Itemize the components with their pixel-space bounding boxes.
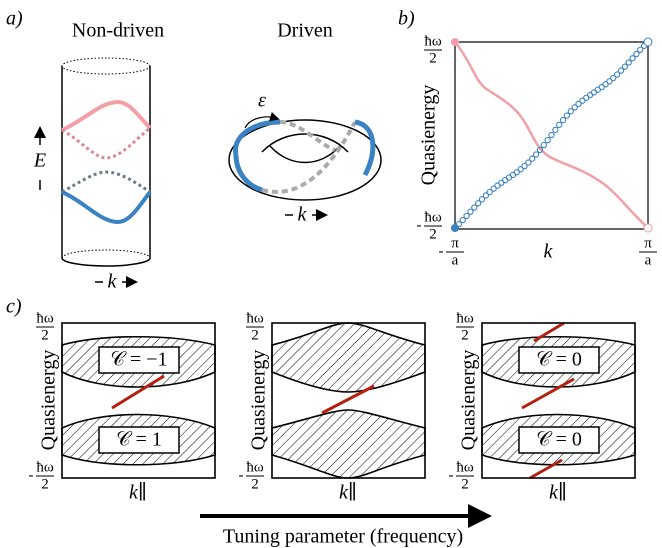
endpoint [643,223,653,233]
axis-label: k∥ [549,482,567,504]
curve-marker [459,216,466,224]
curve-marker [532,151,540,158]
fraction-denominator: 2 [461,327,469,343]
axis-label: E [33,150,46,172]
axis-label: Quasienergy [458,350,480,451]
curve-marker [490,185,497,192]
fraction-denominator: 2 [461,476,469,492]
chern-label: 𝒞 = 0 [536,349,582,371]
curve-marker [575,100,582,108]
curve-marker [610,74,617,82]
fraction-numerator: ħω [424,33,442,49]
curve-marker [525,159,532,166]
axis-label: k∥ [339,482,357,504]
axis-label: Quasienergy [38,350,60,451]
fraction-sign: - [29,467,34,483]
fraction-denominator: 2 [251,476,259,492]
fraction-denominator: 2 [429,50,437,66]
curve-marker [637,46,644,54]
curve-marker [463,212,470,220]
fraction-denominator: 2 [41,476,49,492]
curve-marker [629,55,636,62]
fraction-sign: - [449,467,454,483]
curve-marker [540,141,547,149]
fraction-denominator: 2 [429,226,437,242]
curve-marker [521,162,528,170]
curve-marker [529,155,536,162]
fraction-denominator: a [645,252,652,268]
curve-marker [467,208,474,215]
fraction-numerator: ħω [456,459,474,475]
fraction-numerator: ħω [424,209,442,225]
curve-marker [552,126,559,134]
chern-box [98,346,180,374]
curve-marker [567,108,574,115]
chern-label: 𝒞 = 1 [116,429,162,451]
axis-label: Quasienergy [418,85,440,186]
chern-box [98,426,180,454]
curve-marker [613,71,621,78]
torus [228,112,382,221]
curve-marker [621,63,628,70]
chern-box [518,346,600,374]
fraction-numerator: ħω [246,459,264,475]
fraction-sign: - [417,217,422,233]
fraction-numerator: ħω [36,310,54,326]
curve-marker [579,97,586,104]
fraction-numerator: ħω [456,310,474,326]
axis-label: Quasienergy [248,350,270,451]
axis-label: k [298,204,308,226]
curve-marker [571,104,578,111]
chern-box [518,426,600,454]
chern-label: 𝒞 = 0 [536,429,582,451]
tuning-label: Tuning parameter (frequency) [223,526,463,548]
curve-marker [606,78,613,85]
curve-marker [471,204,478,211]
endpoint [451,224,459,232]
panel-label: a) [6,8,23,30]
fraction-sign: - [239,467,244,483]
panel-b-plot [454,41,649,230]
panel-title: Driven [277,20,333,42]
axis-label: k [544,241,554,263]
curve-marker [556,121,563,129]
curve-marker [633,50,640,58]
blue-curve [451,38,652,232]
curve-marker [486,188,493,196]
curve-marker [617,67,625,74]
curve-marker [559,116,567,124]
curve-marker [548,131,555,139]
fraction-denominator: 2 [251,327,259,343]
curve-marker [478,196,486,203]
curve-marker [563,112,571,119]
curve-marker [513,169,520,176]
axis-label: k∥ [129,482,147,504]
chern-label: 𝒞 = −1 [110,349,167,371]
panel-title: Non-driven [72,20,164,42]
curve-marker [625,59,632,66]
curve-marker [482,192,490,199]
fraction-numerator: ħω [246,310,264,326]
fraction-numerator: π [644,235,652,251]
curve-marker [475,200,482,207]
curve-marker [602,81,609,88]
curve-marker [544,136,551,144]
panel-label: c) [6,296,22,318]
curve-marker [455,221,463,228]
panel-label: b) [398,8,415,30]
fraction-numerator: ħω [36,459,54,475]
cylinder [34,57,152,288]
curve-marker [536,146,544,154]
curve-marker [517,166,524,173]
fraction-sign: - [439,243,444,259]
winding-label: ε [258,90,266,112]
fraction-denominator: 2 [41,327,49,343]
axis-label: k [108,271,118,293]
fraction-numerator: π [451,235,459,251]
endpoint [451,38,459,46]
endpoint [643,37,653,47]
fraction-denominator: a [452,252,459,268]
